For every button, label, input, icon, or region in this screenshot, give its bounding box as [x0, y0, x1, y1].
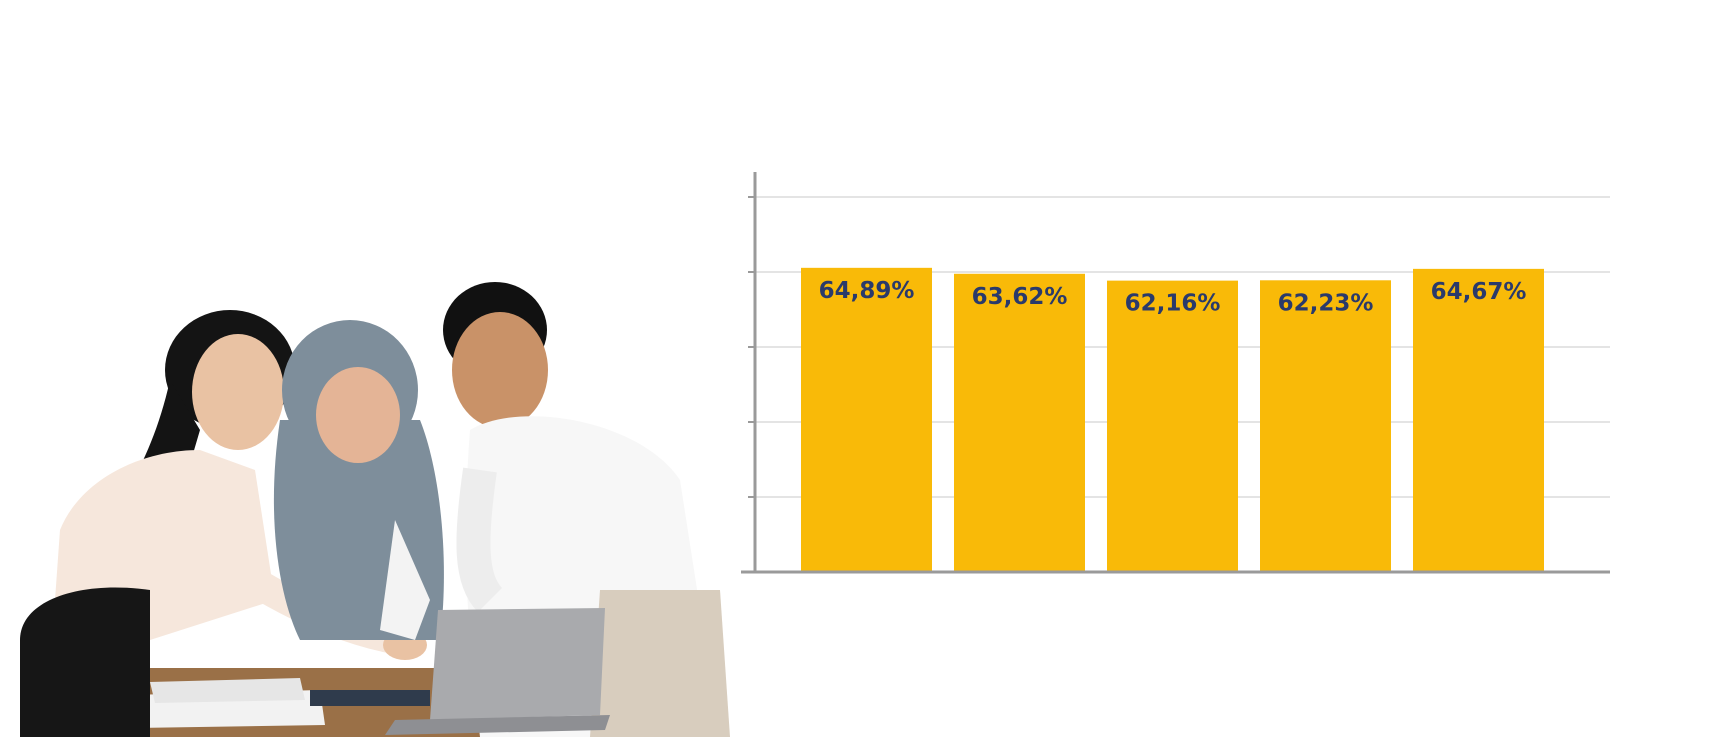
laptop-shape	[430, 608, 605, 720]
bar-4	[1260, 280, 1391, 572]
bar-value-label-5: 64,67%	[1431, 279, 1527, 305]
bar-1	[801, 267, 932, 572]
bar-value-label-2: 63,62%	[972, 284, 1068, 310]
bar-value-label-3: 62,16%	[1125, 291, 1221, 317]
bar-value-label-1: 64,89%	[819, 278, 915, 304]
bar-2	[954, 273, 1085, 572]
bar-5	[1413, 268, 1544, 572]
bar-3	[1107, 280, 1238, 572]
team-with-laptop-photo-icon	[20, 282, 730, 737]
bar-value-label-4: 62,23%	[1278, 290, 1374, 316]
